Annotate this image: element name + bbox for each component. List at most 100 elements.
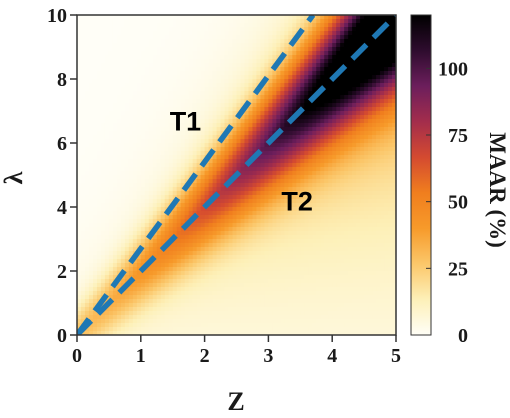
- heat-cell: [232, 263, 238, 268]
- heat-cell: [176, 171, 182, 176]
- heat-cell: [236, 127, 242, 132]
- heat-cell: [252, 215, 258, 220]
- heat-cell: [280, 303, 285, 308]
- heat-cell: [116, 115, 122, 120]
- heat-cell: [248, 323, 254, 328]
- heat-cell: [288, 299, 293, 304]
- heat-cell: [252, 67, 258, 72]
- heat-cell: [144, 75, 150, 80]
- heat-cell: [184, 303, 190, 308]
- heat-cell: [156, 295, 162, 300]
- heat-cell: [228, 215, 234, 220]
- heat-cell: [288, 171, 293, 176]
- heat-cell: [232, 327, 238, 332]
- heat-cell: [112, 23, 118, 28]
- heat-cell: [264, 15, 269, 20]
- heat-cell: [77, 227, 82, 232]
- heat-cell: [124, 75, 130, 80]
- heat-cell: [96, 271, 102, 276]
- heat-cell: [80, 251, 86, 256]
- heat-cell: [312, 223, 317, 228]
- heat-cell: [276, 299, 281, 304]
- heat-cell: [140, 275, 146, 280]
- heat-cell: [312, 231, 317, 236]
- heat-cell: [120, 43, 126, 48]
- heat-cell: [280, 199, 285, 204]
- heat-cell: [96, 151, 102, 156]
- heat-cell: [192, 123, 198, 128]
- heat-cell: [200, 71, 206, 76]
- heat-cell: [148, 287, 154, 292]
- heat-cell: [128, 303, 134, 308]
- heat-cell: [100, 215, 106, 220]
- heat-cell: [312, 43, 317, 48]
- heat-cell: [300, 263, 305, 268]
- heat-cell: [204, 39, 210, 44]
- heat-cell: [276, 111, 281, 116]
- heat-cell: [224, 163, 230, 168]
- heat-cell: [140, 163, 146, 168]
- heat-cell: [100, 263, 106, 268]
- heat-cell: [120, 239, 126, 244]
- heat-cell: [172, 279, 178, 284]
- heat-cell: [252, 231, 258, 236]
- heat-cell: [136, 115, 142, 120]
- heat-cell: [160, 251, 166, 256]
- heat-cell: [296, 231, 301, 236]
- heat-cell: [148, 103, 154, 108]
- heat-cell: [168, 183, 174, 188]
- heat-cell: [152, 23, 158, 28]
- heat-cell: [252, 31, 258, 36]
- heat-cell: [188, 187, 194, 192]
- heat-cell: [160, 255, 166, 260]
- heat-cell: [108, 107, 114, 112]
- heat-cell: [192, 91, 198, 96]
- heat-cell: [260, 287, 266, 292]
- heat-cell: [284, 255, 289, 260]
- heat-cell: [296, 27, 301, 32]
- heat-cell: [108, 59, 114, 64]
- heat-cell: [288, 27, 293, 32]
- heat-cell: [200, 123, 206, 128]
- heat-cell: [252, 279, 258, 284]
- heat-cell: [320, 175, 325, 180]
- heat-cell: [184, 195, 190, 200]
- heat-cell: [208, 315, 214, 320]
- heat-cell: [320, 251, 325, 256]
- heat-cell: [168, 35, 174, 40]
- heat-cell: [300, 39, 305, 44]
- heat-cell: [204, 247, 210, 252]
- heat-cell: [232, 183, 238, 188]
- heat-cell: [320, 19, 325, 24]
- heat-cell: [120, 127, 126, 132]
- heat-cell: [116, 163, 122, 168]
- heat-cell: [144, 35, 150, 40]
- heat-cell: [120, 219, 126, 224]
- heat-cell: [140, 271, 146, 276]
- heat-cell: [104, 159, 110, 164]
- heat-cell: [228, 67, 234, 72]
- heat-cell: [100, 55, 106, 60]
- heat-cell: [240, 275, 246, 280]
- heat-cell: [200, 99, 206, 104]
- heat-cell: [292, 99, 297, 104]
- heat-cell: [140, 91, 146, 96]
- heat-cell: [216, 47, 222, 52]
- heat-cell: [296, 299, 301, 304]
- heat-cell: [192, 251, 198, 256]
- heat-cell: [228, 151, 234, 156]
- heat-cell: [216, 271, 222, 276]
- heat-cell: [180, 331, 186, 335]
- heat-cell: [256, 255, 262, 260]
- heat-cell: [184, 287, 190, 292]
- heat-cell: [128, 139, 134, 144]
- heat-cell: [180, 303, 186, 308]
- heat-cell: [320, 83, 325, 88]
- heat-cell: [324, 19, 329, 24]
- heat-cell: [88, 111, 94, 116]
- heat-cell: [244, 83, 250, 88]
- heat-cell: [124, 211, 130, 216]
- heat-cell: [144, 183, 150, 188]
- heat-cell: [204, 307, 210, 312]
- heat-cell: [268, 27, 273, 32]
